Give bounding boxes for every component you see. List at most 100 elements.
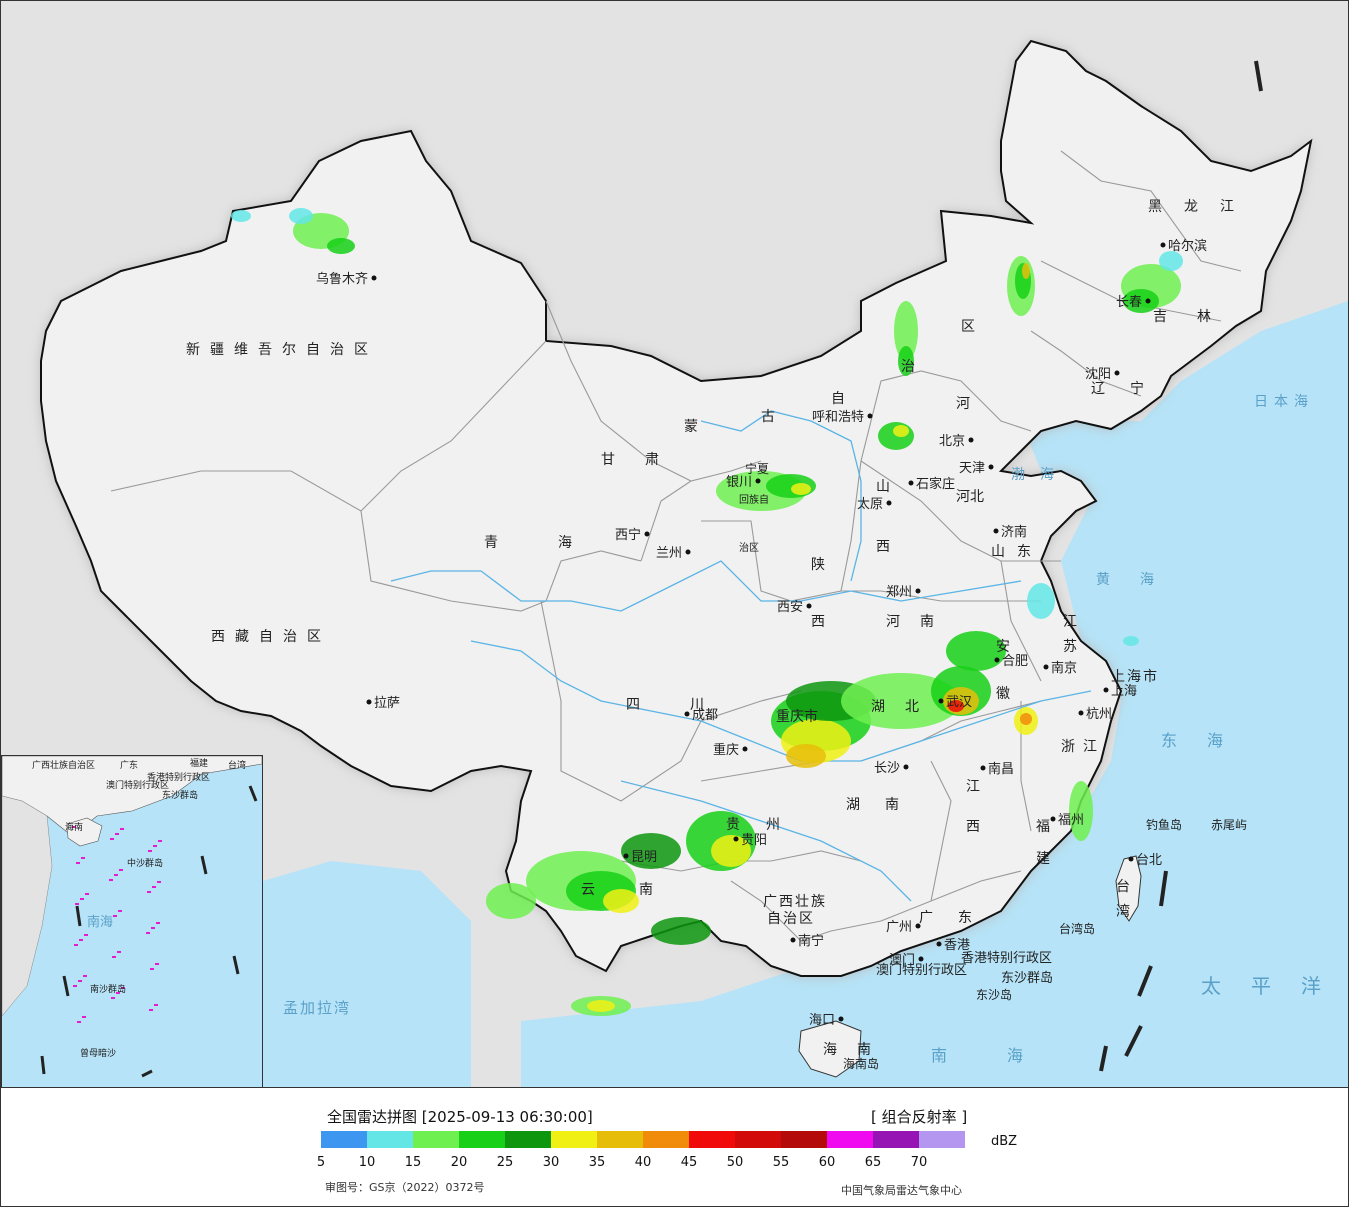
inset-island-21 xyxy=(79,939,83,941)
city-taiyuan-dot xyxy=(886,500,892,506)
inset-island-26 xyxy=(154,1004,158,1006)
city-nanjing-dot xyxy=(1043,664,1049,670)
province-line-2 xyxy=(545,300,762,482)
inset-island-12 xyxy=(76,862,80,864)
city-changsha-dot xyxy=(903,764,909,770)
city-haikou-dot xyxy=(838,1016,844,1022)
region-taiwan-2: 湾 xyxy=(1116,903,1130,920)
echo-19 xyxy=(786,744,826,768)
inset-label-4: 香港特别行政区 xyxy=(147,771,210,783)
city-hefei-label: 合肥 xyxy=(1002,654,1028,669)
echo-2 xyxy=(289,208,313,224)
city-nanchang-label: 南昌 xyxy=(988,761,1014,777)
city-zhengzhou-label: 郑州 xyxy=(886,585,912,600)
echo-12 xyxy=(878,422,914,450)
inset-island-23 xyxy=(153,845,157,847)
inset-island-39 xyxy=(85,893,89,895)
city-guangzhou-label: 广州 xyxy=(886,920,912,935)
echo-36 xyxy=(587,1000,615,1012)
legend-tick-4: 25 xyxy=(496,1155,514,1170)
city-shanghai-label: 上海 xyxy=(1111,684,1137,699)
city-hefei-dot xyxy=(994,657,1000,663)
inset-island-36 xyxy=(84,934,88,936)
city-shijiazhuang-label: 石家庄 xyxy=(916,476,955,492)
echo-37 xyxy=(651,917,711,945)
inset-dashes xyxy=(40,785,258,1078)
echo-27 xyxy=(1020,713,1032,725)
city-guangzhou-dot xyxy=(915,923,921,929)
city-macau-dot xyxy=(918,956,924,962)
island-dongsha2: 东沙岛 xyxy=(976,987,1012,1002)
city-harbin-dot xyxy=(1160,242,1166,248)
city-jinan-label: 济南 xyxy=(1001,524,1027,540)
province-line-10 xyxy=(620,850,862,872)
city-yinchuan-dot xyxy=(755,478,761,484)
city-hohhot-label: 呼和浩特 xyxy=(812,410,864,425)
inset-island-2 xyxy=(146,932,150,934)
legend-swatch-11 xyxy=(827,1131,873,1148)
echo-30 xyxy=(603,889,639,913)
legend-title: 全国雷达拼图 [2025-09-13 06:30:00] xyxy=(327,1108,593,1126)
inset-island-37 xyxy=(121,987,125,989)
city-lanzhou-label: 兰州 xyxy=(656,546,682,561)
region-neimenggu-4: 治 xyxy=(901,359,915,375)
inset-island-31 xyxy=(119,869,123,871)
legend-tick-0: 5 xyxy=(316,1155,326,1170)
city-wuhan-label: 武汉 xyxy=(946,695,972,710)
echo-6 xyxy=(1022,263,1030,279)
inset-label-7: 海南 xyxy=(65,821,83,833)
province-line-6 xyxy=(860,460,1061,562)
river-0 xyxy=(390,560,1022,612)
legend-product: [ 组合反射率 ] xyxy=(871,1108,968,1126)
region-guizhou-1: 贵 xyxy=(726,817,740,833)
dash-0 xyxy=(1124,1025,1143,1057)
inset-island-13 xyxy=(113,915,117,917)
china-land xyxy=(40,39,1313,977)
region-hebei-top: 河 xyxy=(956,396,970,412)
province-boundaries xyxy=(110,150,1242,942)
city-taibei-label: 台北 xyxy=(1136,853,1162,868)
inset-island-30 xyxy=(82,1016,86,1018)
echo-25 xyxy=(946,631,1006,671)
inset-island-32 xyxy=(156,922,160,924)
inset-island-5 xyxy=(147,891,151,893)
region-gansu: 甘肃 xyxy=(601,452,689,468)
inset-label-3: 台湾 xyxy=(228,759,246,771)
province-line-12 xyxy=(930,760,952,902)
inset-island-11 xyxy=(149,1009,153,1011)
region-shanxi-2: 西 xyxy=(876,539,890,555)
city-beijing-label: 北京 xyxy=(939,434,965,449)
region-shaanxi-2: 西 xyxy=(811,614,825,630)
sea-riben: 日本海 xyxy=(1254,394,1314,410)
region-fujian-2: 建 xyxy=(1036,851,1050,867)
city-shijiazhuang-dot xyxy=(908,480,914,486)
region-neimenggu-2: 古 xyxy=(761,409,775,425)
city-hohhot-dot xyxy=(867,413,873,419)
sea-taipingyang: 太平洋 xyxy=(1201,974,1348,998)
inset-island-3 xyxy=(73,985,77,987)
review-number: 审图号：GS京（2022）0372号 xyxy=(325,1181,485,1194)
echo-24 xyxy=(948,700,964,712)
legend-tick-7: 40 xyxy=(634,1155,652,1170)
sea-nanhai: 南海 xyxy=(931,1046,1083,1065)
city-taibei-dot xyxy=(1128,856,1134,862)
region-hunan: 湖南 xyxy=(846,797,924,813)
inset-island-1 xyxy=(109,879,113,881)
city-changsha-label: 长沙 xyxy=(874,761,900,776)
city-xining-label: 西宁 xyxy=(615,527,641,543)
inset-label-5: 澳门特别行政区 xyxy=(106,779,169,791)
inset-island-4 xyxy=(110,838,114,840)
legend-swatch-10 xyxy=(781,1131,827,1148)
legend-swatch-6 xyxy=(597,1131,643,1148)
province-line-1 xyxy=(360,510,642,612)
inset-island-38 xyxy=(158,840,162,842)
city-lhasa-dot xyxy=(366,699,372,705)
echo-21 xyxy=(841,673,961,729)
region-neimenggu-5: 区 xyxy=(961,319,975,335)
inset-label-0: 广西壮族自治区 xyxy=(32,759,95,771)
echo-39 xyxy=(1027,583,1055,619)
city-kunming-dot xyxy=(623,853,629,859)
legend-ticks: 5 10 15 20 25 30 35 40 45 50 55 60 65 70 xyxy=(1,1155,1348,1171)
legend-unit: dBZ xyxy=(991,1134,1018,1149)
region-guizhou-2: 州 xyxy=(766,817,780,833)
